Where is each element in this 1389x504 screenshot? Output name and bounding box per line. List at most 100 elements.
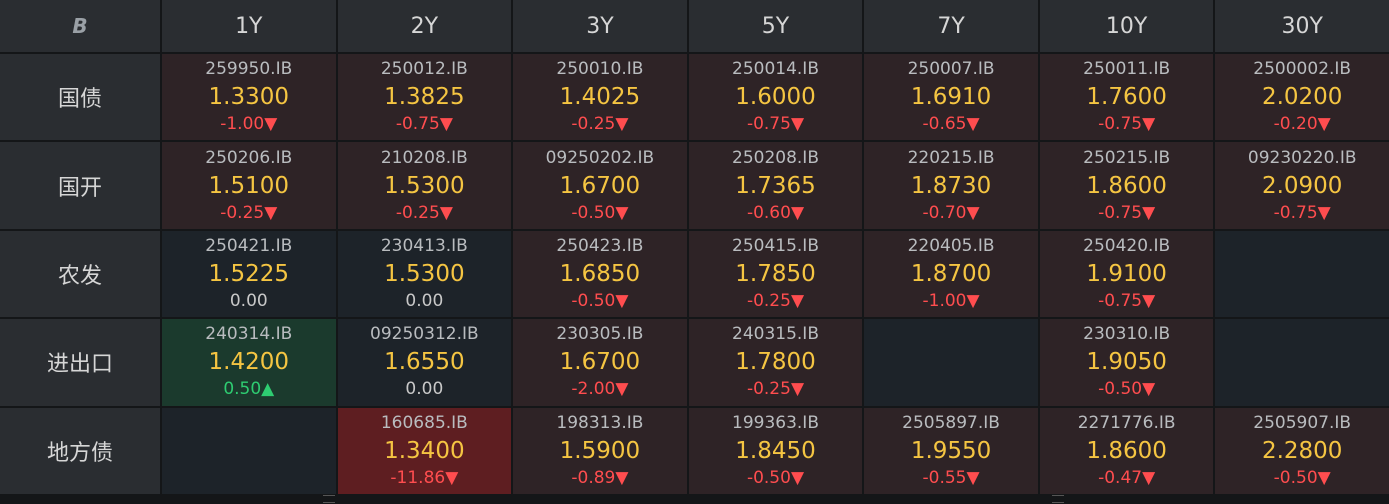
quote-cell[interactable]: 250012.IB 1.3825 -0.75▼ <box>337 54 512 141</box>
yield-value: 1.6700 <box>559 172 641 199</box>
yield-value: 1.8730 <box>910 172 992 199</box>
quote-cell[interactable]: 2505897.IB 1.9550 -0.55▼ <box>864 407 1038 494</box>
change-value: 0.00 <box>230 292 268 310</box>
arrow-down-icon: ▼ <box>1317 202 1331 223</box>
yield-value: 1.8450 <box>735 437 816 464</box>
quote-cell[interactable]: 220215.IB 1.8730 -0.70▼ <box>864 142 1038 229</box>
tenor-header-1y[interactable]: 1Y <box>162 0 336 52</box>
arrow-down-icon: ▼ <box>1317 114 1331 135</box>
bond-code: 230305.IB <box>556 324 644 345</box>
yield-value: 1.3825 <box>384 84 465 111</box>
bond-code: 09250312.IB <box>370 324 479 345</box>
bond-code: 250011.IB <box>1083 59 1171 80</box>
change-number: -0.55 <box>922 467 967 488</box>
row-label[interactable]: 进出口 <box>0 319 160 406</box>
yield-value: 1.7800 <box>735 349 816 376</box>
row-label[interactable]: 地方债 <box>0 407 160 494</box>
quote-cell[interactable]: 160685.IB 1.3400 -11.86▼ <box>337 407 512 494</box>
bond-code: 250206.IB <box>205 147 293 168</box>
row-label[interactable]: 国债 <box>0 54 160 141</box>
quote-cell[interactable]: 250007.IB 1.6910 -0.65▼ <box>864 54 1038 141</box>
quote-cell[interactable]: 250215.IB 1.8600 -0.75▼ <box>1039 142 1214 229</box>
empty-cell <box>1215 319 1389 406</box>
logo-icon: B <box>72 14 88 38</box>
change-number: -1.00 <box>922 290 967 311</box>
resize-handle-right[interactable] <box>1052 495 1064 503</box>
quote-cell[interactable]: 2505907.IB 2.2800 -0.50▼ <box>1215 407 1389 494</box>
quote-cell[interactable]: 250208.IB 1.7365 -0.60▼ <box>688 142 863 229</box>
quote-cell[interactable]: 199363.IB 1.8450 -0.50▼ <box>688 407 863 494</box>
tenor-header-3y[interactable]: 3Y <box>513 0 687 52</box>
row-label[interactable]: 国开 <box>0 142 160 229</box>
quote-cell[interactable]: 250014.IB 1.6000 -0.75▼ <box>688 54 863 141</box>
quote-cell[interactable]: 230310.IB 1.9050 -0.50▼ <box>1039 319 1214 406</box>
resize-handle-left[interactable] <box>323 495 335 503</box>
bond-code: 250415.IB <box>732 235 819 256</box>
empty-cell <box>864 319 1038 406</box>
tenor-header-7y[interactable]: 7Y <box>864 0 1038 52</box>
quote-cell[interactable]: 259950.IB 1.3300 -1.00▼ <box>162 54 336 141</box>
tenor-header-5y[interactable]: 5Y <box>688 0 863 52</box>
change-value: -0.65▼ <box>923 116 980 133</box>
tenor-header-10y[interactable]: 10Y <box>1039 0 1214 52</box>
bond-code: 210208.IB <box>380 147 468 168</box>
quote-cell[interactable]: 250423.IB 1.6850 -0.50▼ <box>513 230 687 318</box>
quote-cell[interactable]: 250011.IB 1.7600 -0.75▼ <box>1039 54 1214 141</box>
arrow-down-icon: ▼ <box>1142 290 1156 311</box>
tenor-header-2y[interactable]: 2Y <box>337 0 512 52</box>
arrow-down-icon: ▼ <box>1142 379 1156 400</box>
quote-cell[interactable]: 09250202.IB 1.6700 -0.50▼ <box>513 142 687 229</box>
yield-value: 1.6550 <box>384 349 465 376</box>
arrow-down-icon: ▼ <box>615 114 629 135</box>
change-number: -0.25 <box>220 202 265 223</box>
quote-cell[interactable]: 250010.IB 1.4025 -0.25▼ <box>513 54 687 141</box>
bond-code: 230413.IB <box>380 235 468 256</box>
change-value: 0.00 <box>405 381 443 398</box>
quote-cell[interactable]: 220405.IB 1.8700 -1.00▼ <box>864 230 1038 318</box>
quote-cell[interactable]: 210208.IB 1.5300 -0.25▼ <box>337 142 512 229</box>
change-number: -0.75 <box>746 114 791 135</box>
quote-cell[interactable]: 240315.IB 1.7800 -0.25▼ <box>688 319 863 406</box>
yield-value: 1.9050 <box>1086 349 1167 376</box>
quote-cell[interactable]: 250415.IB 1.7850 -0.25▼ <box>688 230 863 318</box>
arrow-down-icon: ▼ <box>790 114 805 135</box>
bond-code: 198313.IB <box>556 412 644 433</box>
change-number: 0.50 <box>223 379 262 400</box>
quote-cell[interactable]: 250206.IB 1.5100 -0.25▼ <box>162 142 336 229</box>
change-number: -0.50 <box>1098 379 1143 400</box>
yield-value: 1.5300 <box>384 172 465 199</box>
bond-code: 220405.IB <box>907 235 995 256</box>
quote-cell[interactable]: 250421.IB 1.5225 0.00 <box>162 230 336 318</box>
row-label[interactable]: 农发 <box>0 230 160 318</box>
quote-cell[interactable]: 230413.IB 1.5300 0.00 <box>337 230 512 318</box>
arrow-down-icon: ▼ <box>1142 114 1156 135</box>
quote-cell[interactable]: 198313.IB 1.5900 -0.89▼ <box>513 407 687 494</box>
quote-cell[interactable]: 250420.IB 1.9100 -0.75▼ <box>1039 230 1214 318</box>
quote-cell[interactable]: 09230220.IB 2.0900 -0.75▼ <box>1215 142 1389 229</box>
change-number: -0.25 <box>746 379 791 400</box>
change-number: -0.65 <box>922 114 967 135</box>
arrow-down-icon: ▼ <box>615 467 629 488</box>
bond-code: 250423.IB <box>556 235 644 256</box>
change-number: -1.00 <box>220 114 265 135</box>
yield-value: 2.0900 <box>1261 172 1343 199</box>
change-value: -0.25▼ <box>220 202 277 223</box>
quote-cell[interactable]: 2500002.IB 2.0200 -0.20▼ <box>1215 54 1389 141</box>
tenor-header-30y[interactable]: 30Y <box>1215 0 1389 52</box>
yield-value: 2.2800 <box>1261 437 1343 464</box>
yield-value: 1.9100 <box>1086 260 1167 287</box>
change-number: -0.50 <box>746 467 791 488</box>
arrow-down-icon: ▼ <box>966 290 980 311</box>
bond-code: 09250202.IB <box>545 147 655 168</box>
yield-value: 1.6700 <box>559 349 641 376</box>
quote-cell[interactable]: 2271776.IB 1.8600 -0.47▼ <box>1039 407 1214 494</box>
arrow-up-icon: ▲ <box>261 379 275 400</box>
arrow-down-icon: ▼ <box>966 114 980 135</box>
bond-code: 259950.IB <box>205 59 293 80</box>
quote-cell[interactable]: 240314.IB 1.4200 0.50▲ <box>162 319 336 406</box>
quote-cell[interactable]: 230305.IB 1.6700 -2.00▼ <box>513 319 687 406</box>
arrow-down-icon: ▼ <box>445 467 459 488</box>
bond-code: 2505907.IB <box>1253 412 1352 433</box>
arrow-down-icon: ▼ <box>790 379 805 400</box>
quote-cell[interactable]: 09250312.IB 1.6550 0.00 <box>337 319 512 406</box>
